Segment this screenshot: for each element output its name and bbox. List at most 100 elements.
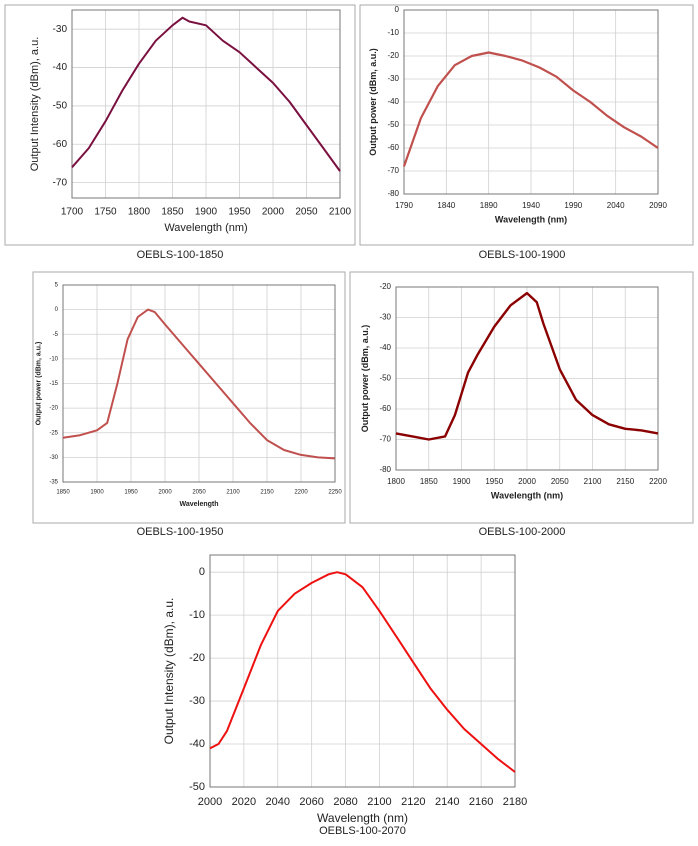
y-tick-label: -20 [49,406,58,412]
x-tick-label: 2040 [607,201,625,210]
y-tick-label: -10 [189,609,205,621]
x-tick-label: 1800 [387,477,405,486]
x-tick-label: 2160 [469,796,493,808]
y-tick-label: -30 [189,695,205,707]
y-tick-label: 0 [55,307,59,313]
data-line [209,571,516,773]
y-tick-label: -40 [53,62,68,73]
y-tick-label: -50 [387,120,399,129]
x-tick-label: 1940 [522,201,540,210]
x-tick-label: 1850 [56,490,70,496]
x-tick-label: 1950 [228,207,251,218]
x-tick-label: 2100 [367,796,391,808]
panel-border [359,4,694,246]
y-tick-label: -40 [189,738,205,750]
y-tick-label: -70 [379,435,391,444]
x-tick-label: 2050 [295,207,318,218]
plot-frame [395,286,659,471]
x-tick-label: 2120 [401,796,425,808]
x-tick-label: 1900 [90,490,104,496]
y-tick-label: -20 [189,652,205,664]
y-tick-label: -40 [379,343,391,352]
panel-border [32,271,346,524]
y-tick-label: -60 [53,139,68,150]
y-tick-label: -70 [387,166,399,175]
x-tick-label: 2100 [584,477,602,486]
y-tick-label: -80 [387,189,399,198]
chart-caption: OEBLS-100-1900 [479,249,566,261]
x-tick-label: 1800 [128,207,151,218]
data-line [395,291,659,441]
y-tick-label: -50 [189,781,205,793]
y-tick-label: 0 [199,566,205,578]
y-tick-label: -30 [387,74,399,83]
x-tick-label: 2100 [329,207,352,218]
x-tick-label: 1900 [453,477,471,486]
x-tick-label: 2080 [333,796,357,808]
y-tick-label: -15 [49,381,58,387]
y-tick-label: -60 [379,404,391,413]
y-tick-label: -40 [387,97,399,106]
y-tick-label: 0 [395,5,400,14]
x-tick-label: 1950 [124,490,138,496]
x-axis-label: Wavelength (nm) [317,811,408,825]
y-tick-label: -50 [53,101,68,112]
x-tick-label: 2060 [299,796,323,808]
y-tick-label: -10 [387,28,399,37]
x-tick-label: 2100 [226,490,240,496]
y-axis-label: Output power (dBm, a.u.) [368,48,378,156]
y-axis-label: Output power (dBm, a.u.) [36,342,43,426]
y-tick-label: -30 [379,313,391,322]
x-tick-label: 2000 [198,796,222,808]
plot-frame [209,554,516,788]
plot-frame [62,284,336,483]
chart-caption: OEBLS-100-1850 [137,249,224,261]
x-tick-label: 2150 [260,490,274,496]
y-tick-label: -30 [49,455,58,461]
x-tick-label: 1950 [485,477,503,486]
x-tick-label: 1900 [195,207,218,218]
panel-border [4,4,356,246]
x-axis-label: Wavelength (nm) [164,222,247,234]
x-tick-label: 2180 [503,796,527,808]
y-tick-label: -60 [387,143,399,152]
y-axis-label: Output Intensity (dBm), a.u. [29,37,41,172]
data-line [62,308,336,460]
y-tick-label: -80 [379,465,391,474]
x-tick-label: 1850 [420,477,438,486]
plot-frame [71,9,341,199]
x-tick-label: 2140 [435,796,459,808]
y-tick-label: -10 [49,356,58,362]
x-tick-label: 1750 [94,207,117,218]
y-tick-label: 5 [55,283,59,289]
x-tick-label: 2250 [328,490,342,496]
chart-caption: OEBLS-100-2000 [479,526,566,538]
panel-border [349,271,694,524]
x-tick-label: 2200 [649,477,667,486]
x-tick-label: 2090 [649,201,667,210]
x-tick-label: 1700 [61,207,84,218]
x-tick-label: 1850 [161,207,184,218]
x-tick-label: 2020 [232,796,256,808]
x-tick-label: 2000 [262,207,285,218]
y-tick-label: -30 [53,24,68,35]
y-axis-label: Output power (dBm, a.u.) [360,325,370,433]
chart-caption: OEBLS-100-1950 [137,526,224,538]
x-tick-label: 2050 [192,490,206,496]
y-tick-label: -25 [49,430,58,436]
x-tick-label: 1790 [395,201,413,210]
plot-frame [403,9,659,195]
x-axis-label: Wavelength [179,501,218,508]
y-tick-label: -20 [387,51,399,60]
x-tick-label: 1890 [480,201,498,210]
x-axis-label: Wavelength (nm) [495,214,567,224]
x-tick-label: 2000 [518,477,536,486]
x-tick-label: 2150 [616,477,634,486]
x-tick-label: 2200 [294,490,308,496]
y-tick-label: -20 [379,282,391,291]
x-axis-label: Wavelength (nm) [491,490,563,500]
data-line [71,16,341,172]
y-tick-label: -70 [53,177,68,188]
y-tick-label: -50 [379,374,391,383]
data-line [402,51,659,167]
